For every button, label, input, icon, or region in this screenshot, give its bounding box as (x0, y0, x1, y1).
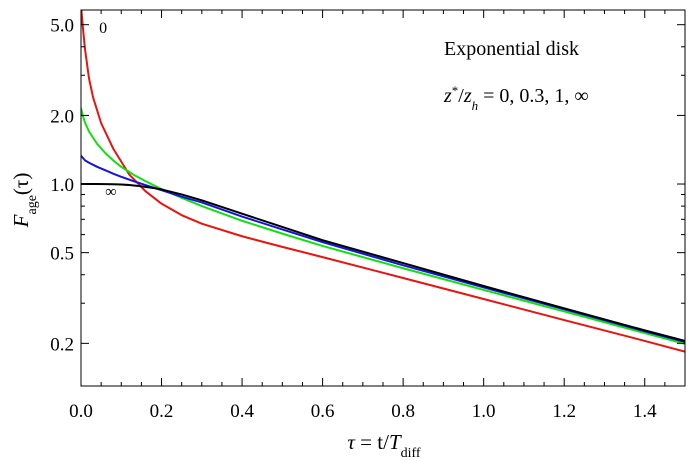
curve-label-0: 0 (99, 20, 107, 37)
plot-frame (80, 9, 686, 387)
x-label-T: T (389, 430, 402, 454)
x-tick-label: 0.0 (69, 401, 93, 422)
param-z: z (443, 85, 452, 107)
annotation-title: Exponential disk (444, 38, 579, 60)
y-label-sub: age (25, 195, 40, 214)
y-label-arg: (τ) (9, 173, 33, 195)
curve-label-1: ∞ (105, 184, 116, 201)
ticks-layer (80, 10, 686, 386)
curve-labels-layer: 0∞ (99, 20, 116, 201)
series-layer (81, 10, 685, 353)
x-tick-label: 1.4 (633, 401, 657, 422)
series-line-0 (81, 10, 685, 353)
y-tick-label: 2.0 (50, 106, 74, 127)
param-slash: / (458, 85, 464, 107)
y-label-F: F (9, 214, 33, 228)
series-line-3 (81, 183, 685, 342)
x-tick-label: 1.0 (472, 401, 496, 422)
tick-labels-layer: 0.0 0.2 0.4 0.6 0.8 1.0 1.2 1.4 0.2 0.5 1.0 2.0 5.0 (50, 16, 657, 422)
x-axis-label: τ = t/Tdiff (347, 430, 421, 461)
y-tick-label: 0.5 (50, 244, 74, 265)
x-label-eq: = t/ (355, 430, 389, 454)
x-tick-label: 0.4 (230, 401, 254, 422)
y-axis-label: Fage(τ) (9, 173, 40, 229)
x-label-tau: τ (347, 430, 356, 454)
param-h-sub: h (472, 98, 479, 113)
x-label-sub: diff (401, 446, 421, 461)
x-tick-label: 1.2 (552, 401, 576, 422)
annotation-params: z*/zh = 0, 0.3, 1, ∞ (443, 83, 589, 113)
param-star: * (452, 83, 459, 98)
y-tick-label: 0.2 (50, 334, 74, 355)
param-values: = 0, 0.3, 1, ∞ (478, 85, 589, 107)
series-line-2 (81, 154, 685, 343)
x-tick-label: 0.8 (391, 401, 415, 422)
y-tick-label: 1.0 (50, 175, 74, 196)
x-tick-label: 0.6 (311, 401, 335, 422)
series-line-1 (81, 107, 685, 345)
y-tick-label: 5.0 (50, 16, 74, 37)
param-zh: z (463, 85, 472, 107)
x-tick-label: 0.2 (150, 401, 174, 422)
